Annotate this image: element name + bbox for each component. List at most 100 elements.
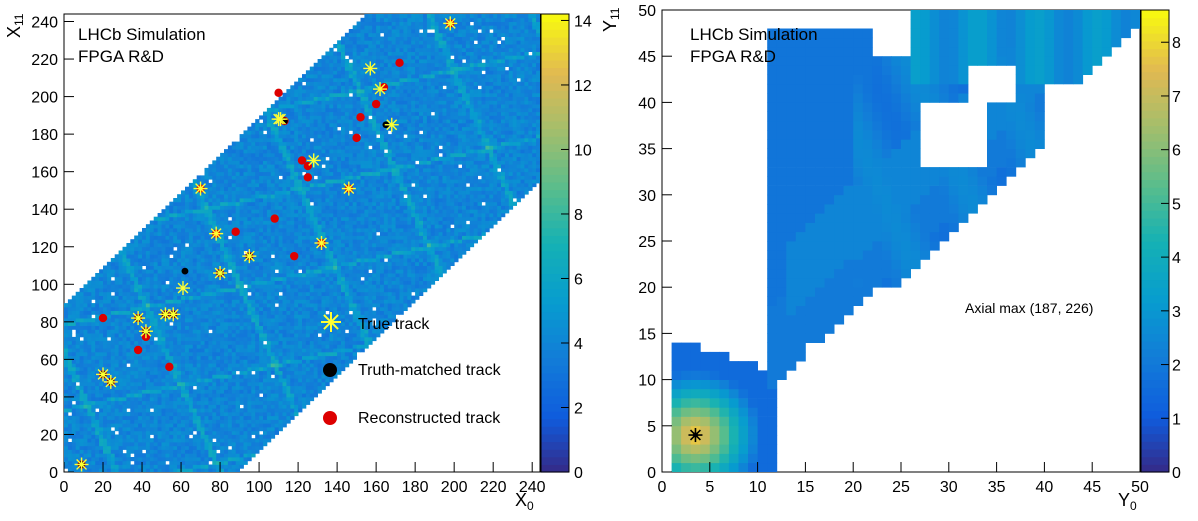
heatmap-cell bbox=[192, 457, 198, 462]
heatmap-cell bbox=[278, 224, 283, 229]
heatmap-cell bbox=[169, 381, 174, 387]
heatmap-cell bbox=[321, 171, 326, 176]
heatmap-cell bbox=[173, 374, 178, 379]
heatmap-cell bbox=[278, 366, 283, 372]
heatmap-cell bbox=[67, 344, 73, 349]
heatmap-cell bbox=[239, 190, 244, 195]
heatmap-cell bbox=[185, 396, 190, 402]
heatmap-cell bbox=[118, 336, 123, 342]
heatmap-cell bbox=[122, 363, 127, 368]
heatmap-cell bbox=[192, 396, 198, 402]
heatmap-cell bbox=[188, 243, 194, 248]
heatmap-cell bbox=[266, 213, 272, 218]
heatmap-cell bbox=[161, 254, 166, 259]
heatmap-cell bbox=[286, 299, 291, 304]
heatmap-cell bbox=[305, 77, 311, 82]
heatmap-cell bbox=[196, 329, 201, 334]
heatmap-cell bbox=[220, 442, 225, 447]
heatmap-cell bbox=[325, 303, 330, 308]
heatmap-cell bbox=[255, 269, 260, 274]
heatmap-cell bbox=[227, 201, 233, 206]
heatmap-cell bbox=[192, 246, 198, 251]
heatmap-cell bbox=[313, 81, 318, 86]
heatmap-cell bbox=[239, 453, 244, 458]
heatmap-cell bbox=[161, 408, 166, 413]
heatmap-cell bbox=[145, 310, 151, 315]
heatmap-cell bbox=[305, 182, 311, 188]
heatmap-cell bbox=[231, 321, 237, 326]
heatmap-cell bbox=[134, 389, 139, 394]
heatmap-cell bbox=[231, 201, 237, 206]
heatmap-cell bbox=[153, 314, 158, 319]
heatmap-cell bbox=[103, 273, 108, 278]
heatmap-cell bbox=[302, 276, 307, 281]
heatmap-cell bbox=[278, 400, 283, 405]
heatmap-cell bbox=[95, 430, 100, 435]
heatmap-cell bbox=[177, 404, 182, 409]
heatmap-cell bbox=[255, 310, 260, 315]
heatmap-cell bbox=[251, 273, 256, 278]
heatmap-cell bbox=[99, 355, 104, 360]
heatmap-cell bbox=[302, 186, 307, 191]
heatmap-cell bbox=[153, 468, 158, 472]
heatmap-cell bbox=[110, 310, 116, 315]
heatmap-cell bbox=[138, 381, 143, 387]
heatmap-cell bbox=[149, 265, 155, 270]
heatmap-cell bbox=[274, 149, 279, 154]
heatmap-cell bbox=[305, 261, 311, 266]
heatmap-cell bbox=[302, 374, 307, 379]
heatmap-cell bbox=[251, 385, 256, 390]
heatmap-cell bbox=[110, 303, 116, 308]
heatmap-cell bbox=[243, 310, 248, 315]
heatmap-cell bbox=[255, 321, 260, 326]
heatmap-cell bbox=[278, 179, 283, 184]
heatmap-cell bbox=[317, 201, 322, 206]
heatmap-cell bbox=[274, 194, 279, 199]
heatmap-cell bbox=[173, 464, 178, 469]
heatmap-cell bbox=[87, 329, 92, 334]
heatmap-cell bbox=[157, 299, 162, 304]
heatmap-cell bbox=[126, 423, 131, 428]
heatmap-cell bbox=[126, 393, 131, 398]
heatmap-cell bbox=[153, 370, 158, 375]
heatmap-cell bbox=[298, 400, 303, 405]
heatmap-cell bbox=[169, 348, 174, 353]
heatmap-cell bbox=[255, 385, 260, 390]
heatmap-cell bbox=[192, 182, 198, 188]
heatmap-cell bbox=[153, 276, 158, 281]
heatmap-cell bbox=[243, 160, 248, 165]
heatmap-cell bbox=[321, 299, 326, 304]
heatmap-cell bbox=[169, 231, 174, 236]
heatmap-cell bbox=[134, 453, 139, 458]
heatmap-cell bbox=[169, 453, 174, 458]
heatmap-cell bbox=[118, 370, 123, 375]
heatmap-cell bbox=[274, 261, 279, 266]
heatmap-cell bbox=[235, 216, 240, 221]
heatmap-cell bbox=[266, 239, 272, 244]
heatmap-cell bbox=[204, 175, 209, 180]
heatmap-cell bbox=[239, 303, 244, 308]
heatmap-cell bbox=[290, 130, 295, 135]
heatmap-cell bbox=[185, 288, 190, 293]
heatmap-cell bbox=[204, 284, 209, 289]
heatmap-cell bbox=[185, 457, 190, 462]
heatmap-cell bbox=[290, 336, 295, 342]
heatmap-cell bbox=[122, 415, 127, 420]
heatmap-cell bbox=[251, 122, 256, 128]
heatmap-cell bbox=[224, 460, 229, 465]
heatmap-cell bbox=[255, 408, 260, 413]
heatmap-cell bbox=[302, 314, 307, 319]
heatmap-cell bbox=[305, 152, 311, 158]
heatmap-cell bbox=[83, 288, 88, 293]
heatmap-cell bbox=[313, 291, 318, 296]
heatmap-cell bbox=[305, 284, 311, 289]
heatmap-cell bbox=[282, 261, 287, 266]
heatmap-cell bbox=[274, 209, 279, 214]
heatmap-cell bbox=[200, 389, 205, 394]
heatmap-cell bbox=[208, 344, 213, 349]
heatmap-cell bbox=[71, 442, 77, 447]
heatmap-cell bbox=[165, 404, 170, 409]
heatmap-cell bbox=[126, 261, 131, 266]
heatmap-cell bbox=[317, 273, 322, 278]
heatmap-cell bbox=[294, 134, 299, 139]
